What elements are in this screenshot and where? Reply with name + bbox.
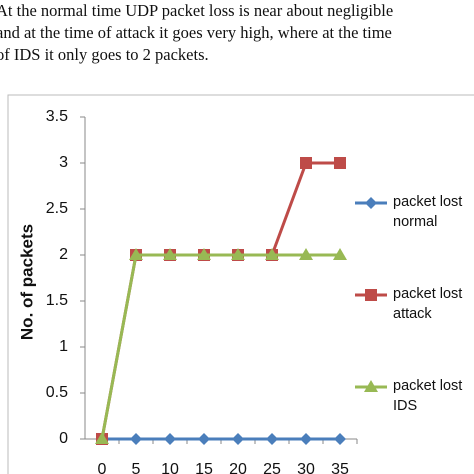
x-tick-label: 30 (297, 461, 315, 474)
y-tick-label: 3 (59, 154, 68, 171)
x-tick-label: 20 (229, 461, 247, 474)
x-tick-label: 25 (263, 461, 281, 474)
series-line (100, 161, 340, 440)
paragraph: At the normal time UDP packet loss is ne… (0, 0, 393, 66)
data-point (163, 248, 177, 260)
text-line: of IDS it only goes to 2 packets. (0, 45, 209, 64)
x-tick-label: 35 (331, 461, 349, 474)
data-point (198, 433, 210, 445)
y-tick-label: 2 (59, 246, 68, 263)
legend-label: packet lost IDS (393, 378, 463, 414)
y-tick-label: 3.5 (46, 108, 68, 125)
data-point (164, 433, 176, 445)
legend-label: packet lost attack (393, 286, 463, 322)
data-point (197, 248, 211, 260)
y-tick-label: 0.5 (46, 384, 68, 401)
legend-marker (364, 380, 378, 392)
y-tick-label: 1 (59, 338, 68, 355)
data-point (300, 157, 312, 169)
data-point (334, 433, 346, 445)
data-point (129, 248, 143, 260)
data-point (265, 248, 279, 260)
y-axis-label: No. of packets (17, 224, 36, 340)
data-point (299, 248, 313, 260)
data-point (130, 433, 142, 445)
data-point (300, 433, 312, 445)
x-tick-label: 10 (161, 461, 179, 474)
y-tick-label: 0 (59, 430, 68, 447)
legend-marker (365, 289, 377, 301)
legend-label: packet lost normal (393, 194, 463, 230)
data-point (334, 157, 346, 169)
chart-frame (7, 94, 474, 474)
series-line (100, 253, 340, 440)
x-tick-label: 15 (195, 461, 213, 474)
data-point (333, 248, 347, 260)
x-tick-label: 0 (98, 461, 107, 474)
data-point (95, 432, 109, 444)
data-point (266, 433, 278, 445)
legend-marker (365, 197, 377, 209)
x-tick-label: 5 (132, 461, 141, 474)
text-line: At the normal time UDP packet loss is ne… (0, 1, 394, 20)
y-tick-label: 2.5 (46, 200, 68, 217)
text-line: and at the time of attack it goes very h… (0, 23, 392, 42)
data-point (232, 433, 244, 445)
data-point (231, 248, 245, 260)
y-tick-label: 1.5 (46, 292, 68, 309)
